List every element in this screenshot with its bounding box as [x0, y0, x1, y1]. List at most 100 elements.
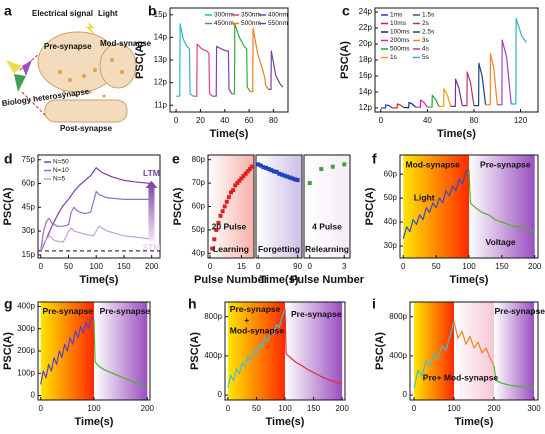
x-tick-label: 200 — [528, 262, 542, 271]
y-tick-label: 800p — [389, 312, 407, 321]
panel-label: i — [372, 296, 376, 312]
diagram-label: Mod-synapse — [100, 39, 152, 48]
x-tick-label: 0 — [39, 262, 44, 271]
legend-label: N=5 — [53, 176, 65, 183]
y-tick-label: 18p — [359, 55, 373, 64]
annotation: Forgetting — [258, 244, 300, 254]
data-line — [40, 190, 152, 251]
y-tick-label: 0 — [218, 390, 223, 399]
y-axis-label: PSC(A) — [339, 41, 351, 79]
background-region — [256, 155, 302, 258]
diagram-label: Light — [98, 9, 118, 18]
data-line — [473, 62, 487, 107]
data-line — [468, 169, 535, 233]
data-point — [220, 209, 225, 214]
data-point — [212, 237, 217, 242]
y-tick-label: 75p — [22, 155, 36, 164]
legend-label: 1ms — [390, 12, 403, 19]
x-tick-label: 20 — [196, 116, 205, 125]
data-point — [233, 183, 238, 188]
y-axis-label: PSC(A) — [2, 187, 14, 225]
y-tick-label: 14p — [359, 87, 373, 96]
y-tick-label: 200p — [17, 346, 35, 355]
data-line — [284, 308, 343, 384]
data-point — [218, 213, 223, 218]
data-point — [231, 188, 236, 193]
annotation: Pre-synapse — [100, 306, 151, 316]
axes-frame — [255, 154, 303, 259]
chart: 0 400p 800p 0 50 100 150 200 Time(s) PSC(A) h Pre-s… — [188, 296, 349, 428]
annotation: Pre-synapse — [230, 304, 281, 314]
axes-frame — [409, 301, 539, 401]
legend-label: N=10 — [53, 167, 69, 174]
x-tick-label: 80 — [470, 116, 479, 125]
diagram: a Electrical signal Light Pre-synapse Mo… — [1, 3, 151, 133]
data-point — [342, 162, 347, 167]
x-tick-label: 40 — [423, 116, 432, 125]
y-tick-label: 60p — [384, 169, 398, 178]
data-line — [453, 321, 495, 366]
data-point — [261, 165, 266, 170]
data-point — [282, 173, 287, 178]
legend-label: 5s — [422, 54, 430, 61]
y-tick-label: 400p — [389, 351, 407, 360]
x-axis-label: Pulse Number — [194, 274, 269, 286]
data-line — [268, 50, 284, 90]
data-point — [256, 162, 261, 167]
data-point — [237, 178, 242, 183]
legend-label: 100ms — [390, 29, 410, 36]
mod-synapse — [99, 43, 137, 89]
data-line — [413, 321, 455, 389]
panel-label: g — [4, 296, 13, 312]
y-tick-label: 50p — [384, 193, 398, 202]
data-point — [279, 172, 284, 177]
axes-frame — [303, 154, 351, 259]
legend-label: 350nm — [241, 12, 261, 19]
y-tick-label: 30p — [384, 241, 398, 250]
data-line — [404, 101, 417, 109]
y-tick-label: 80p — [192, 155, 206, 164]
x-tick-label: 100 — [278, 404, 292, 413]
data-point — [241, 174, 246, 179]
y-tick-label: 40p — [192, 248, 206, 257]
data-line — [227, 308, 286, 388]
annotation: Pre-synapse — [291, 309, 342, 319]
y-tick-label: 22p — [359, 23, 373, 32]
legend-label: 300nm — [214, 12, 234, 19]
x-tick-label: 200 — [145, 262, 159, 271]
x-axis-label: Pulse Number — [290, 274, 365, 286]
chart: 0 3 Pulse Number 4 Pulse Relearning — [290, 154, 365, 286]
legend-label: 200ms — [390, 37, 410, 44]
x-tick-label: 120 — [514, 116, 528, 125]
axes-frame — [37, 154, 161, 259]
x-tick-label: 90 — [293, 262, 302, 271]
data-point — [330, 164, 335, 169]
x-tick-label: 100 — [462, 262, 476, 271]
legend-label: 450nm — [214, 20, 234, 27]
legend-label: 500nm — [241, 20, 261, 27]
annotation: Mod-synapse — [230, 326, 285, 336]
y-tick-label: 12p — [154, 78, 168, 87]
x-tick-label: 0 — [401, 262, 406, 271]
data-line — [415, 99, 428, 108]
x-tick-label: 50 — [64, 262, 73, 271]
background-region — [469, 155, 535, 258]
data-line — [439, 88, 452, 107]
legend-label: 550nm — [268, 20, 288, 27]
chart: 0 400p 800p 0 100 200 300 Time(s) PSC(A) i Pre+ Mo… — [372, 296, 545, 428]
data-line — [40, 167, 152, 252]
chart: 11p 12p 13p 14p 15p 0 20 40 60 80 Time(s) PSC(A) b 30… — [134, 3, 289, 140]
data-point — [243, 171, 248, 176]
annotation: Pre+ Mod-synapse — [423, 373, 499, 383]
x-tick-label: 150 — [117, 262, 131, 271]
x-tick-label: 0 — [308, 262, 313, 271]
data-line — [392, 103, 405, 109]
chart: 0 90 Time(s) Forgetting — [255, 154, 303, 286]
data-point — [214, 227, 219, 232]
x-tick-label: 300 — [527, 404, 541, 413]
x-axis-label: Time(s) — [437, 128, 476, 140]
y-axis-label: PSC(A) — [134, 41, 146, 79]
data-point — [264, 165, 269, 170]
data-point — [269, 168, 274, 173]
annotation: Learning — [213, 244, 249, 254]
